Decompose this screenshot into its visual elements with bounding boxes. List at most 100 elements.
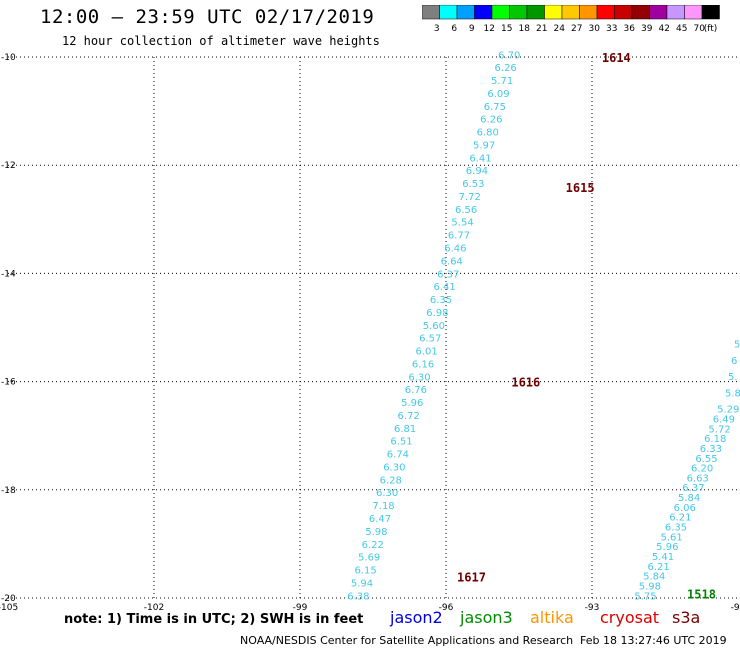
swh-value: 5.61 xyxy=(661,532,683,543)
map-title: 12:00 – 23:59 UTC 02/17/2019 xyxy=(40,6,375,28)
swh-value: 6.30 xyxy=(383,462,405,473)
swh-value: 6.98 xyxy=(426,308,448,319)
swh-value: 6.70 xyxy=(498,50,520,61)
legend-bin-label: 39 xyxy=(641,24,653,34)
swh-value: 5.98 xyxy=(365,527,387,538)
lon-tick-label: -96 xyxy=(439,603,454,613)
swh-value: 5.54 xyxy=(451,218,473,229)
lon-tick-label: -105 xyxy=(0,603,18,613)
swh-value: 6.38 xyxy=(347,591,369,602)
pass-number-label: 1615 xyxy=(566,181,595,195)
legend-jason3: jason3 xyxy=(460,608,513,627)
swh-value: 5.84 xyxy=(678,493,700,504)
swh-value: 6.35 xyxy=(665,523,687,534)
swh-value: 6.46 xyxy=(444,244,466,255)
legend-bin-label: 24 xyxy=(554,24,566,34)
swh-value: 6.47 xyxy=(369,514,391,525)
swh-value-clipped: 5.8 xyxy=(725,388,740,399)
swh-value: 6.94 xyxy=(466,166,488,177)
swh-value: 5.96 xyxy=(401,398,423,409)
lat-tick-label: -18 xyxy=(1,486,16,496)
swh-value: 6.09 xyxy=(487,89,509,100)
swh-value: 6.53 xyxy=(462,179,484,190)
credit-line: NOAA/NESDIS Center for Satellite Applica… xyxy=(240,634,574,647)
legend-bin-label: 70 xyxy=(694,24,706,34)
color-scale-legend: 3 6 9 12 15 18 21 24 27 30 33 36 39 42 45 70(ft) xyxy=(422,5,720,34)
footer-note: note: 1) Time is in UTC; 2) SWH is in fe… xyxy=(64,612,364,627)
legend-bin-label: 45 xyxy=(676,24,687,34)
swh-value: 7.72 xyxy=(459,192,481,203)
swh-value: 6.37 xyxy=(437,269,459,280)
legend-bin-label: 33 xyxy=(606,24,617,34)
swh-value: 6.21 xyxy=(647,562,669,573)
swh-value: 5.96 xyxy=(656,542,678,553)
lon-tick-label: -99 xyxy=(293,603,308,613)
swh-value: 6.41 xyxy=(433,282,455,293)
swh-value: 6.77 xyxy=(448,231,470,242)
swh-value-clipped: 5. xyxy=(728,372,738,383)
lon-tick-label: -102 xyxy=(144,603,164,613)
pass-number-label: 1617 xyxy=(457,570,486,584)
legend-jason2: jason2 xyxy=(390,608,443,627)
swh-value: 6.74 xyxy=(387,450,409,461)
swh-value: 5.84 xyxy=(643,572,665,583)
swh-value: 5.97 xyxy=(473,140,495,151)
swh-value: 5.41 xyxy=(652,552,674,563)
swh-value: 6.26 xyxy=(495,63,517,74)
legend-bin-label: 36 xyxy=(624,24,636,34)
pass-number-label: 1614 xyxy=(602,51,631,65)
legend-bin-label: 30 xyxy=(589,24,601,34)
swh-value: 6.35 xyxy=(430,295,452,306)
legend-unit: (ft) xyxy=(704,24,718,34)
swh-value: 6.06 xyxy=(674,503,696,514)
legend-swatch xyxy=(701,5,720,20)
swh-value: 6.57 xyxy=(419,334,441,345)
swh-value: 5.75 xyxy=(634,591,656,602)
lat-tick-label: -10 xyxy=(1,53,16,63)
lat-tick-label: -16 xyxy=(1,378,16,388)
legend-s3a: s3a xyxy=(672,608,701,627)
swh-value: 6.49 xyxy=(713,414,735,425)
swh-value: 6.22 xyxy=(362,540,384,551)
swh-value: 6.56 xyxy=(455,205,477,216)
swh-value: 5.29 xyxy=(717,405,739,416)
swh-value: 5.69 xyxy=(358,553,380,564)
swh-value: 6.33 xyxy=(700,444,722,455)
lon-tick-label: -93 xyxy=(585,603,600,613)
swh-value: 6.18 xyxy=(704,434,726,445)
swh-value: 6.28 xyxy=(380,475,402,486)
swh-value: 6.01 xyxy=(416,347,438,358)
swh-value: 6.30 xyxy=(376,488,398,499)
swh-value: 6.41 xyxy=(469,153,491,164)
swh-value: 6.20 xyxy=(691,464,713,475)
legend-bin-label: 12 xyxy=(484,24,495,34)
lon-tick-label: -90 xyxy=(731,603,740,613)
legend-bin-label: 21 xyxy=(536,24,547,34)
legend-bin-label: 18 xyxy=(519,24,531,34)
swh-value: 6.16 xyxy=(412,359,434,370)
lat-tick-label: -12 xyxy=(1,161,16,171)
swh-value: 6.21 xyxy=(669,513,691,524)
altimeter-map: -105 -102 -99 -96 -93 -90 -10 -12 -14 -16 -18 -20 6.… xyxy=(0,50,740,613)
swh-value: 6.37 xyxy=(682,483,704,494)
legend-bin-label: 27 xyxy=(571,24,582,34)
swh-value: 5.94 xyxy=(351,578,373,589)
swh-value: 6.81 xyxy=(394,424,416,435)
swh-value: 6.63 xyxy=(687,473,709,484)
pass-number-label: 1518 xyxy=(687,587,716,601)
legend-bin-label: 42 xyxy=(659,24,670,34)
swh-value: 6.76 xyxy=(405,385,427,396)
legend-bin-label: 3 xyxy=(434,24,440,34)
generation-timestamp: Feb 18 13:27:46 UTC 2019 xyxy=(580,634,727,647)
legend-cryosat: cryosat xyxy=(600,608,660,627)
swh-value: 5.72 xyxy=(708,424,730,435)
swh-value: 5.60 xyxy=(423,321,445,332)
swh-value: 6.72 xyxy=(398,411,420,422)
legend-bin-label: 6 xyxy=(451,24,457,34)
legend-bin-label: 9 xyxy=(469,24,475,34)
swh-value: 7.18 xyxy=(372,501,394,512)
swh-value: 6.64 xyxy=(441,256,463,267)
map-subtitle: 12 hour collection of altimeter wave hei… xyxy=(62,34,380,48)
swh-value-clipped: 6 xyxy=(731,356,737,367)
legend-bin-label: 15 xyxy=(501,24,512,34)
